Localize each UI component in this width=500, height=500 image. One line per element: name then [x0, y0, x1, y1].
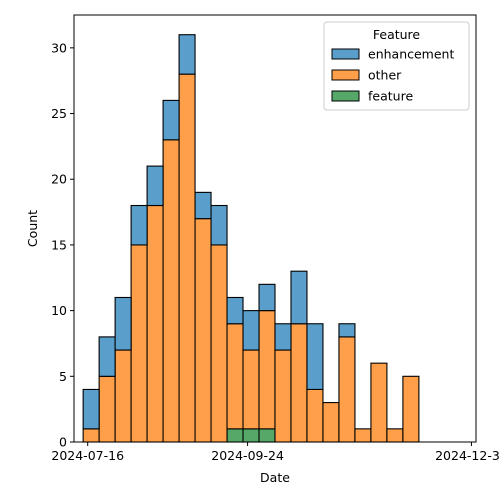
axes-layer: 0 5 10 15 20 25 30 2024-07-16 2024-09-24 2024-12-…	[51, 14, 500, 463]
bar-enhancement-10	[242, 310, 260, 351]
bar-enhancement-6	[178, 34, 196, 75]
legend-title: Feature	[373, 27, 421, 42]
legend-frame	[323, 21, 470, 111]
y-tick-label-10: 10	[51, 303, 67, 318]
bar-enhancement-11	[258, 283, 276, 312]
bar-enhancement-8	[210, 204, 228, 246]
bar-enhancement-13	[290, 270, 308, 325]
bar-other-15	[322, 402, 340, 443]
bar-enhancement-14	[306, 323, 324, 390]
x-tick-label-2024-12-31: 2024-12-31	[435, 448, 500, 463]
bar-enhancement-5	[162, 99, 180, 141]
bar-other-20	[402, 375, 420, 443]
legend: Feature enhancement other feature	[323, 21, 470, 111]
bar-other-3	[130, 244, 148, 443]
bars-layer	[82, 34, 420, 443]
bar-enhancement-3	[130, 204, 148, 246]
bar-enhancement-7	[194, 191, 212, 220]
bar-other-6	[178, 73, 196, 443]
bar-other-17	[354, 428, 372, 443]
bar-other-11	[258, 310, 276, 430]
y-tick-label-20: 20	[51, 172, 67, 187]
legend-label-feature: feature	[368, 89, 413, 104]
bar-other-16	[338, 336, 356, 443]
bar-other-0	[82, 428, 100, 443]
bar-other-2	[114, 349, 132, 443]
y-tick-label-0: 0	[59, 435, 67, 450]
bar-other-18	[370, 362, 388, 443]
bar-other-10	[242, 349, 260, 430]
bar-other-1	[98, 375, 116, 443]
y-tick-label-5: 5	[59, 369, 67, 384]
bar-other-5	[162, 139, 180, 443]
bar-enhancement-2	[114, 296, 132, 351]
legend-label-enhancement: enhancement	[368, 47, 454, 62]
y-tick-label-30: 30	[51, 40, 67, 55]
bar-enhancement-4	[146, 165, 164, 207]
bar-other-4	[146, 204, 164, 443]
bar-enhancement-1	[98, 336, 116, 377]
bar-feature-10	[242, 428, 260, 443]
bar-enhancement-12	[274, 323, 292, 351]
bar-enhancement-0	[82, 388, 100, 430]
bar-other-7	[194, 218, 212, 443]
bar-other-14	[306, 388, 324, 443]
bar-other-8	[210, 244, 228, 443]
plot-frame	[73, 14, 477, 443]
legend-swatch-other	[331, 69, 360, 81]
x-tick-label-2024-09-24: 2024-09-24	[211, 448, 284, 463]
bar-other-13	[290, 323, 308, 443]
bar-enhancement-16	[338, 323, 356, 338]
bar-other-9	[226, 323, 244, 430]
bar-other-19	[386, 428, 404, 443]
legend-swatch-enhancement	[331, 48, 360, 60]
legend-swatch-feature	[331, 90, 360, 102]
legend-label-other: other	[368, 68, 402, 83]
y-axis-label: Count	[25, 210, 40, 247]
bar-feature-9	[226, 428, 244, 443]
x-tick-label-2024-07-16: 2024-07-16	[51, 448, 124, 463]
y-tick-label-25: 25	[51, 106, 67, 121]
bar-other-12	[274, 349, 292, 443]
y-tick-label-15: 15	[51, 237, 67, 252]
x-axis-label: Date	[260, 470, 290, 485]
bar-feature-11	[258, 428, 276, 443]
bar-enhancement-9	[226, 296, 244, 325]
